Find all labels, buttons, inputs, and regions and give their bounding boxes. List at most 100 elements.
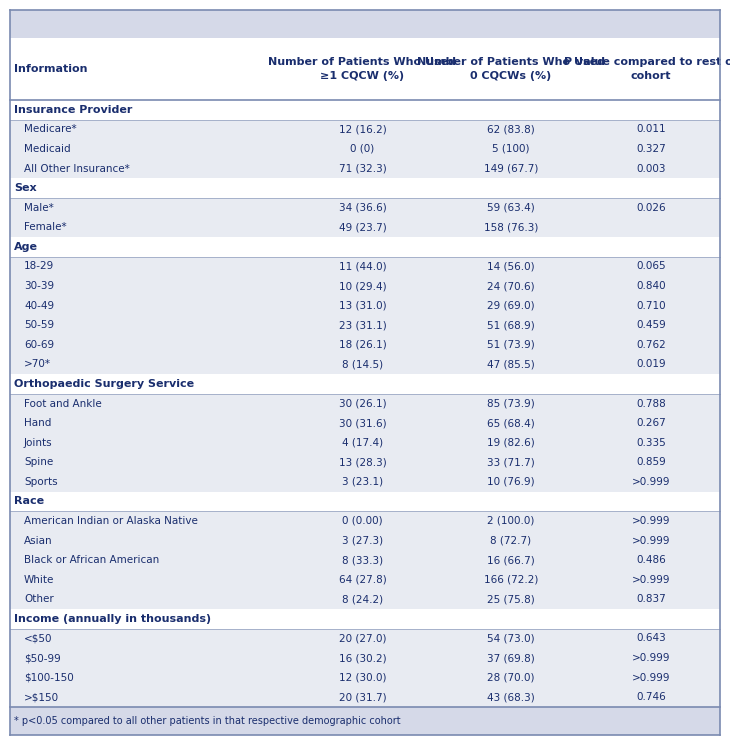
Bar bbox=[10, 531, 720, 551]
Text: 24 (70.6): 24 (70.6) bbox=[487, 281, 535, 291]
Text: Male*: Male* bbox=[24, 203, 54, 212]
Text: 40-49: 40-49 bbox=[24, 301, 54, 311]
Text: 149 (67.7): 149 (67.7) bbox=[484, 163, 538, 174]
Text: >0.999: >0.999 bbox=[631, 516, 670, 526]
Text: 166 (72.2): 166 (72.2) bbox=[484, 575, 538, 585]
Text: 51 (73.9): 51 (73.9) bbox=[487, 340, 535, 350]
Text: Information: Information bbox=[14, 64, 88, 74]
Text: 0 (0): 0 (0) bbox=[350, 144, 374, 154]
Text: 30-39: 30-39 bbox=[24, 281, 54, 291]
Text: Medicaid: Medicaid bbox=[24, 144, 71, 154]
Bar bbox=[10, 296, 720, 315]
Text: 0.026: 0.026 bbox=[636, 203, 666, 212]
Bar bbox=[10, 629, 720, 648]
Text: 0.003: 0.003 bbox=[637, 163, 666, 174]
Text: Other: Other bbox=[24, 594, 54, 604]
Text: 30 (31.6): 30 (31.6) bbox=[339, 418, 386, 428]
Text: 50-59: 50-59 bbox=[24, 320, 54, 330]
Text: Income (annually in thousands): Income (annually in thousands) bbox=[14, 614, 211, 624]
Text: 37 (69.8): 37 (69.8) bbox=[487, 653, 535, 663]
Text: 47 (85.5): 47 (85.5) bbox=[487, 360, 535, 369]
Text: >0.999: >0.999 bbox=[631, 672, 670, 683]
Text: 0.011: 0.011 bbox=[636, 124, 666, 134]
Bar bbox=[10, 452, 720, 472]
Text: 65 (68.4): 65 (68.4) bbox=[487, 418, 535, 428]
Text: 0.019: 0.019 bbox=[636, 360, 666, 369]
Text: 0.065: 0.065 bbox=[636, 262, 666, 271]
Bar bbox=[10, 707, 720, 735]
Text: 10 (76.9): 10 (76.9) bbox=[487, 477, 535, 487]
Text: 0.859: 0.859 bbox=[636, 457, 666, 467]
Text: 30 (26.1): 30 (26.1) bbox=[339, 398, 386, 409]
Bar bbox=[10, 413, 720, 433]
Bar bbox=[10, 335, 720, 354]
Text: 0.327: 0.327 bbox=[636, 144, 666, 154]
Text: 0.710: 0.710 bbox=[636, 301, 666, 311]
Text: 158 (76.3): 158 (76.3) bbox=[484, 222, 538, 233]
Text: 0.837: 0.837 bbox=[636, 594, 666, 604]
Text: 4 (17.4): 4 (17.4) bbox=[342, 438, 383, 448]
Text: Hand: Hand bbox=[24, 418, 51, 428]
Text: 13 (28.3): 13 (28.3) bbox=[339, 457, 386, 467]
Text: 0.459: 0.459 bbox=[636, 320, 666, 330]
Text: 8 (33.3): 8 (33.3) bbox=[342, 555, 383, 565]
Text: Orthopaedic Surgery Service: Orthopaedic Surgery Service bbox=[14, 379, 194, 389]
Text: 2 (100.0): 2 (100.0) bbox=[488, 516, 534, 526]
Text: 0.643: 0.643 bbox=[636, 634, 666, 643]
Text: 8 (24.2): 8 (24.2) bbox=[342, 594, 383, 604]
Text: 51 (68.9): 51 (68.9) bbox=[487, 320, 535, 330]
Text: 3 (23.1): 3 (23.1) bbox=[342, 477, 383, 487]
Text: Medicare*: Medicare* bbox=[24, 124, 77, 134]
Text: 85 (73.9): 85 (73.9) bbox=[487, 398, 535, 409]
Text: <$50: <$50 bbox=[24, 634, 53, 643]
Bar bbox=[10, 687, 720, 707]
Text: 16 (66.7): 16 (66.7) bbox=[487, 555, 535, 565]
Bar bbox=[10, 198, 720, 218]
Text: Spine: Spine bbox=[24, 457, 53, 467]
Text: Sports: Sports bbox=[24, 477, 58, 487]
Text: 12 (16.2): 12 (16.2) bbox=[339, 124, 386, 134]
Text: 49 (23.7): 49 (23.7) bbox=[339, 222, 386, 233]
Text: 0.486: 0.486 bbox=[636, 555, 666, 565]
Bar bbox=[10, 433, 720, 452]
Text: >0.999: >0.999 bbox=[631, 536, 670, 545]
Text: American Indian or Alaska Native: American Indian or Alaska Native bbox=[24, 516, 198, 526]
Text: >0.999: >0.999 bbox=[631, 575, 670, 585]
Text: 23 (31.1): 23 (31.1) bbox=[339, 320, 386, 330]
Text: 33 (71.7): 33 (71.7) bbox=[487, 457, 535, 467]
Bar bbox=[10, 609, 720, 629]
Bar bbox=[10, 218, 720, 237]
Text: * p<0.05 compared to all other patients in that respective demographic cohort: * p<0.05 compared to all other patients … bbox=[14, 716, 401, 726]
Text: 0 (0.00): 0 (0.00) bbox=[342, 516, 383, 526]
Text: 43 (68.3): 43 (68.3) bbox=[487, 692, 535, 702]
Text: Number of Patients Who Used
≥1 CQCW (%): Number of Patients Who Used ≥1 CQCW (%) bbox=[269, 57, 456, 80]
Text: Joints: Joints bbox=[24, 438, 53, 448]
Text: 13 (31.0): 13 (31.0) bbox=[339, 301, 386, 311]
Bar bbox=[10, 354, 720, 374]
Text: 18 (26.1): 18 (26.1) bbox=[339, 340, 386, 350]
Text: 8 (14.5): 8 (14.5) bbox=[342, 360, 383, 369]
Bar bbox=[10, 237, 720, 256]
Text: Insurance Provider: Insurance Provider bbox=[14, 105, 132, 114]
Text: $100-150: $100-150 bbox=[24, 672, 74, 683]
Text: 20 (27.0): 20 (27.0) bbox=[339, 634, 386, 643]
Text: Age: Age bbox=[14, 242, 38, 252]
Text: 60-69: 60-69 bbox=[24, 340, 54, 350]
Text: 14 (56.0): 14 (56.0) bbox=[487, 262, 535, 271]
Text: 11 (44.0): 11 (44.0) bbox=[339, 262, 386, 271]
Text: 0.267: 0.267 bbox=[636, 418, 666, 428]
Text: $50-99: $50-99 bbox=[24, 653, 61, 663]
Bar bbox=[10, 139, 720, 159]
Text: 8 (72.7): 8 (72.7) bbox=[491, 536, 531, 545]
Bar bbox=[10, 10, 720, 38]
Bar bbox=[10, 38, 720, 100]
Text: P value compared to rest of
cohort: P value compared to rest of cohort bbox=[564, 57, 730, 80]
Bar bbox=[10, 374, 720, 394]
Text: White: White bbox=[24, 575, 54, 585]
Text: 0.788: 0.788 bbox=[636, 398, 666, 409]
Text: 59 (63.4): 59 (63.4) bbox=[487, 203, 535, 212]
Text: 0.762: 0.762 bbox=[636, 340, 666, 350]
Text: 54 (73.0): 54 (73.0) bbox=[487, 634, 535, 643]
Bar bbox=[10, 178, 720, 198]
Text: Race: Race bbox=[14, 496, 44, 507]
